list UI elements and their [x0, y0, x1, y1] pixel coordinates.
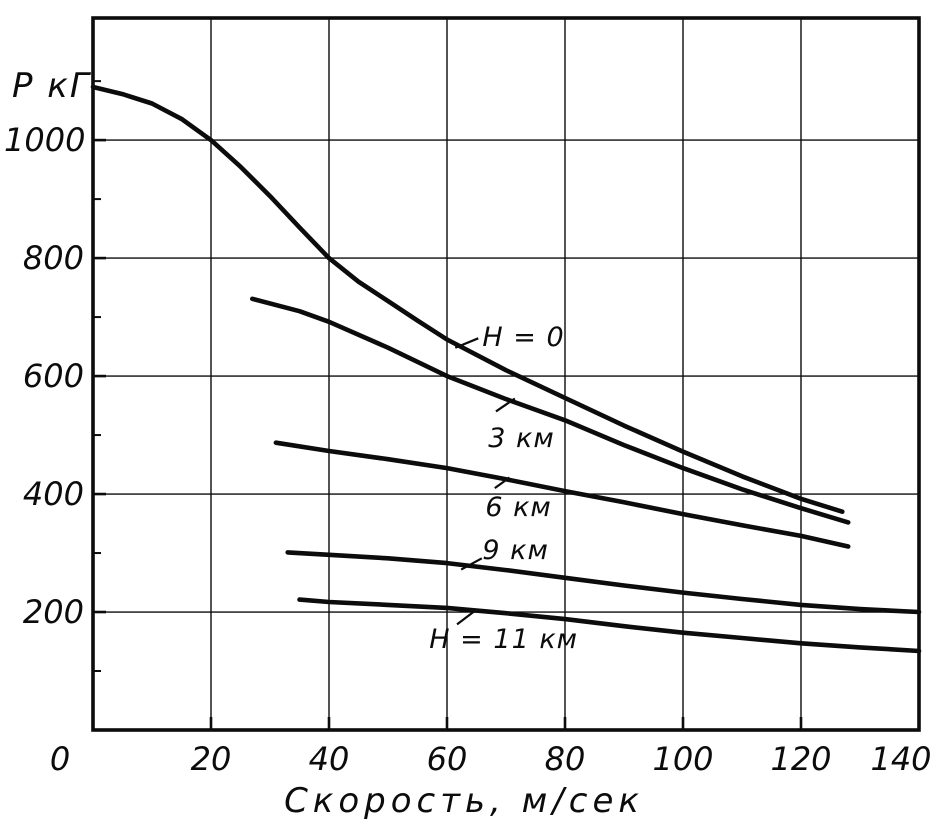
x-axis-title: Скорость, м/сек: [284, 781, 644, 821]
y-tick-label-1000: 1000: [4, 121, 86, 160]
leader-line-4: [456, 608, 478, 626]
y-tick-label-600: 600: [22, 357, 84, 396]
curve-3-9км: [285, 550, 922, 615]
leader-line-1: [495, 397, 516, 413]
curve-label-6km: 6 км: [485, 491, 552, 523]
curve-1-3км: [250, 296, 851, 525]
y-tick-label-200: 200: [22, 593, 84, 632]
curve-label-h11km: Н = 11 км: [429, 623, 579, 655]
leader-line-3: [460, 557, 483, 571]
leader-line-0: [454, 337, 479, 349]
x-tick-label-40: 40: [308, 740, 350, 778]
x-tick-label-60: 60: [426, 740, 468, 778]
y-tick-label-800: 800: [22, 239, 84, 278]
curve-label-3km: 3 км: [488, 423, 555, 455]
x-tick-label-20: 20: [190, 740, 232, 778]
plot-frame: [91, 16, 921, 732]
x-tick-label-140: 140: [870, 740, 932, 778]
x-tick-label-100: 100: [652, 740, 714, 778]
y-tick-label-400: 400: [22, 475, 84, 514]
curve-label-h0: Н = 0: [482, 321, 565, 353]
curve-label-9km: 9 км: [482, 535, 549, 567]
curve-0-Н0: [90, 84, 845, 514]
curve-2-6км: [273, 440, 851, 549]
x-tick-label-80: 80: [544, 740, 586, 778]
y-axis-title: Р кГ: [12, 66, 91, 106]
x-tick-label-0: 0: [49, 740, 71, 778]
curve-4-11км: [297, 597, 922, 654]
x-tick-label-120: 120: [770, 740, 832, 778]
leader-line-2: [494, 476, 511, 490]
